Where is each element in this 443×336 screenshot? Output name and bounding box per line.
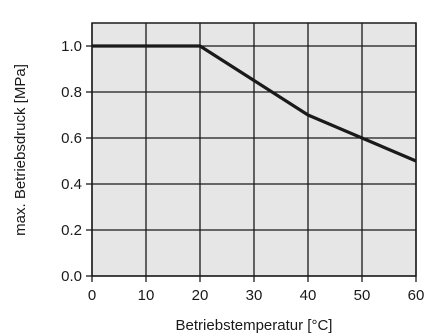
y-tick-label: 0.4 bbox=[61, 176, 82, 193]
x-tick-label: 30 bbox=[246, 287, 263, 304]
x-tick-label: 0 bbox=[88, 287, 96, 304]
series-line bbox=[92, 44, 417, 163]
x-tick-label: 10 bbox=[138, 287, 155, 304]
y-tick-label: 0.8 bbox=[61, 84, 82, 101]
x-tick-label: 50 bbox=[354, 287, 371, 304]
x-tick-label: 20 bbox=[192, 287, 209, 304]
x-tick-label: 60 bbox=[408, 287, 425, 304]
series-layer bbox=[92, 44, 417, 163]
x-axis-ticks: 0 10 20 30 40 50 60 bbox=[88, 276, 425, 304]
y-tick-label: 0.2 bbox=[61, 222, 82, 239]
y-tick-label: 0.6 bbox=[61, 130, 82, 147]
y-tick-label: 1.0 bbox=[61, 38, 82, 55]
x-tick-label: 40 bbox=[300, 287, 317, 304]
x-axis-title: Betriebstemperatur [°C] bbox=[176, 317, 333, 334]
y-axis-title: max. Betriebsdruck [MPa] bbox=[12, 64, 29, 236]
y-tick-label: 0.0 bbox=[61, 268, 82, 285]
y-axis-ticks: 0.0 0.2 0.4 0.6 0.8 1.0 bbox=[61, 38, 92, 285]
